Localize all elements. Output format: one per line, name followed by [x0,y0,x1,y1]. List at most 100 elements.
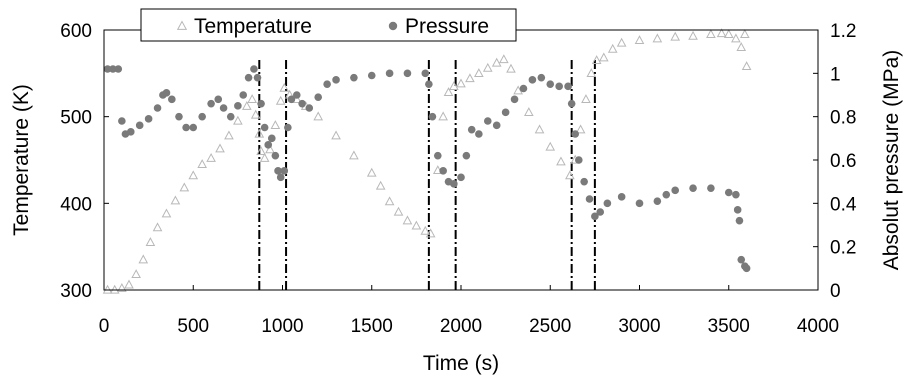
temperature-point [145,237,156,246]
temperature-point [206,153,216,162]
temperature-point [739,29,750,38]
pressure-point [671,186,679,195]
temperature-point [331,130,341,140]
temperature-point [491,57,502,67]
temperature-point [275,95,286,105]
left-y-tick-label: 400 [60,194,92,215]
pressure-point [519,84,528,93]
pressure-point [305,104,314,112]
right-y-tick-label: 0.4 [830,194,857,215]
pressure-point [118,117,126,125]
pressure-point [323,80,331,88]
temperature-point [384,196,395,206]
left-y-tick-label: 600 [60,21,92,42]
temperature-point [102,284,113,294]
temperature-point [259,153,270,162]
temperature-point [523,107,534,116]
pressure-point [617,193,626,201]
temperature-point [247,94,257,103]
pressure-point [591,212,599,221]
temperature-point [731,33,741,43]
pressure-point [168,95,176,104]
right-y-tick-label: 0 [830,281,841,302]
legend-temperature-label: Temperature [194,15,312,38]
pressure-point [662,190,671,199]
plot-frame [103,29,819,291]
pressure-point [219,104,228,112]
left-y-axis-label: Temperature (K) [10,84,33,236]
x-tick-label: 1500 [351,316,393,337]
pressure-point [182,123,190,132]
temperature-point [270,120,281,129]
x-axis-label: Time (s) [423,352,499,375]
pressure-point [724,188,733,197]
temperature-point [161,208,172,218]
pressure-point [733,206,742,214]
x-tick-label: 1000 [261,316,303,337]
x-tick-label: 500 [177,316,209,337]
pressure-point [271,151,280,160]
pressure-point [244,73,253,82]
pressure-point [189,123,198,132]
temperature-point [616,37,627,47]
temperature-point [575,124,586,134]
pressure-point [596,208,605,216]
temperature-point [723,29,734,38]
temperature-point [224,130,234,140]
temperature-point [456,78,466,88]
temperature-point [586,68,597,77]
temperature-point [197,159,208,168]
pressure-point [253,73,262,82]
temperature-point [254,128,265,138]
pressure-point [483,117,492,125]
pressure-point [350,73,358,82]
temperature-point [688,30,698,40]
pressure-point [689,184,697,192]
pressure-point [737,255,746,264]
pressure-point [284,123,292,132]
temperature-point [241,101,252,110]
temperature-point [179,182,190,192]
temperature-point [506,63,516,73]
temperature-point [565,170,575,180]
pressure-point [162,89,171,97]
right-y-tick-label: 0.2 [830,238,856,259]
temperature-point [170,195,181,205]
temperature-point [736,42,747,51]
pressure-point [457,173,465,182]
pressure-point [501,108,510,117]
legend-pressure-marker [388,21,398,31]
pressure-point [555,82,563,91]
right-y-tick-label: 0.8 [830,108,856,129]
left-y-tick-label: 300 [60,281,92,302]
pressure-point [546,80,555,88]
legend: Temperature Pressure [140,8,517,42]
temperature-point [117,283,127,292]
pressure-point [467,125,476,134]
temperature-point [634,35,645,45]
pressure-point [510,95,519,104]
temperature-point [233,115,243,125]
pressure-point [264,141,273,149]
pressure-point [735,216,744,225]
temperature-point [393,206,404,216]
temperature-point [411,220,422,230]
temperature-point [438,111,448,121]
temperature-point [545,141,556,151]
temperature-point [465,73,475,83]
axes: 0 500 1000 1500 2000 2500 3000 3500 4000 300 400 50… [60,21,857,337]
pressure-point [403,69,412,78]
pressure-point [287,95,296,104]
pressure-point [575,156,583,164]
pressure-point [537,73,546,82]
pressure-point [314,93,323,101]
pressure-point [250,65,258,73]
pressure-point [175,112,183,121]
temperature-point [652,33,663,43]
temperature-point [256,146,266,155]
pressure-point [226,112,235,121]
temperature-point [402,215,413,225]
temperature-point [534,124,545,134]
pressure-point [153,104,162,112]
temperature-point [420,225,431,235]
